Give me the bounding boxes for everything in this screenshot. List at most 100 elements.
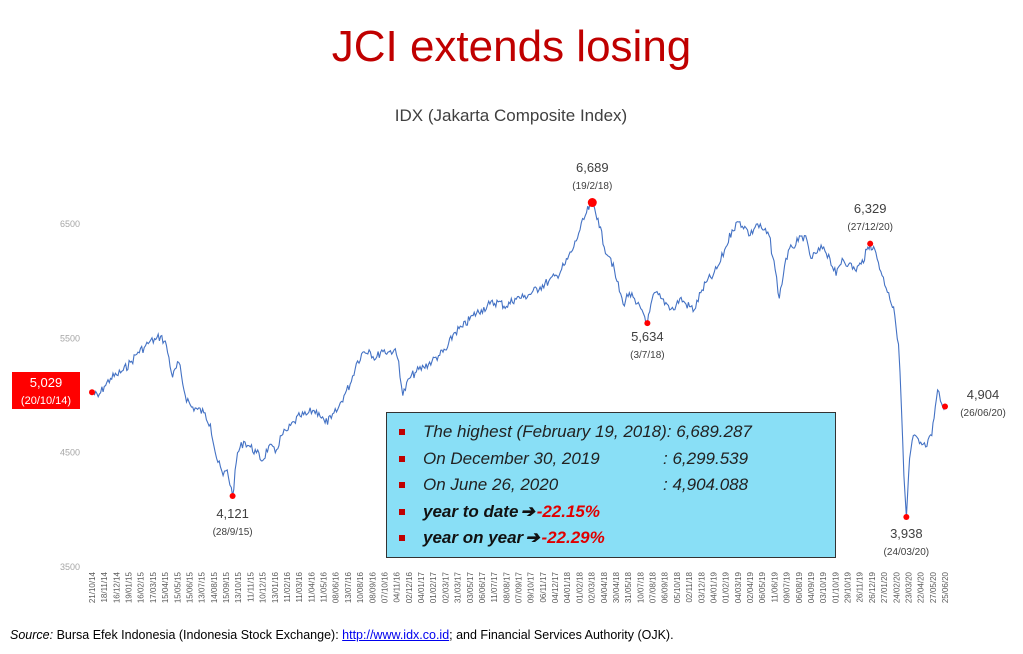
x-tick-label: 17/03/15 [149,571,158,603]
annotation-value: 5,029 [30,375,63,390]
annotation-date: (27/12/20) [847,222,893,233]
x-tick-label: 29/10/19 [844,571,853,603]
annotation-date: (19/2/18) [572,181,612,192]
x-tick-label: 10/08/16 [356,571,365,603]
x-tick-label: 06/08/19 [795,571,804,603]
annotation-date: (28/9/15) [213,527,253,538]
annotation-value: 4,121 [216,506,249,521]
info-line-ytd: year to date ➔ -22.15% [399,499,835,526]
info-line-yoy: year on year ➔ -22.29% [399,525,835,552]
info-ytd-value: -22.15% [536,501,601,521]
x-tick-label: 09/10/17 [527,571,536,603]
x-tick-label: 13/07/16 [344,571,353,603]
x-tick-label: 31/05/18 [624,571,633,603]
x-tick-label: 15/06/15 [185,571,194,603]
x-tick-label: 03/05/17 [466,571,475,603]
info-december-value: : 6,299.539 [663,448,749,468]
info-line-december: On December 30, 2019 : 6,299.539 [399,446,835,473]
source-note: Source: Bursa Efek Indonesia (Indonesia … [10,628,674,642]
annotation-marker [867,240,874,247]
source-text: Bursa Efek Indonesia (Indonesia Stock Ex… [53,628,343,642]
x-tick-label: 14/08/15 [210,571,219,603]
x-tick-label: 23/03/20 [904,571,913,603]
x-tick-label: 04/03/19 [734,571,743,603]
x-tick-label: 04/04/18 [600,571,609,603]
x-tick-label: 11/06/19 [770,571,779,602]
annotation-value: 4,904 [967,387,1000,402]
annotation-date: (20/10/14) [21,395,71,407]
x-tick-label: 02/03/18 [588,571,597,603]
bullet-icon [399,508,405,515]
x-tick-label: 26/12/19 [868,571,877,603]
x-tick-label: 03/12/18 [697,571,706,603]
x-tick-label: 08/09/16 [368,571,377,603]
info-june-label: On June 26, 2020 [423,475,559,495]
x-tick-label: 13/07/15 [198,571,207,603]
x-tick-label: 08/06/16 [332,571,341,603]
x-tick-label: 08/08/17 [502,571,511,603]
x-tick-label: 15/04/15 [161,571,170,603]
x-tick-label: 16/12/14 [112,571,121,603]
annotation-value: 6,329 [854,201,887,216]
annotation-marker [942,403,948,410]
x-tick-label: 25/06/20 [941,571,950,603]
y-tick-label: 3500 [60,562,80,572]
x-tick-label: 27/01/20 [880,571,889,603]
x-tick-label: 18/11/14 [100,571,109,602]
x-tick-label: 11/03/16 [295,571,304,602]
x-tick-label: 01/02/17 [429,571,438,603]
x-tick-label: 01/02/18 [575,571,584,603]
info-box: The highest (February 19, 2018): 6,689.2… [386,412,836,558]
x-tick-label: 16/02/15 [137,571,146,603]
arrow-right-icon: ➔ [520,501,535,521]
x-tick-label: 02/11/18 [685,571,694,602]
x-tick-label: 04/01/19 [709,571,718,603]
annotation-marker [644,320,651,327]
x-tick-label: 26/11/19 [856,571,865,602]
x-tick-label: 04/12/17 [551,571,560,603]
x-tick-label: 15/09/15 [222,571,231,603]
x-tick-label: 06/09/18 [661,571,670,603]
source-link[interactable]: http://www.idx.co.id [342,628,450,642]
x-tick-label: 06/05/19 [758,571,767,603]
x-tick-label: 24/02/20 [892,571,901,603]
annotation-marker [903,513,910,520]
x-tick-label: 04/01/18 [563,571,572,603]
x-tick-label: 04/01/17 [417,571,426,603]
x-tick-label: 04/11/16 [393,571,402,602]
x-tick-label: 07/10/16 [380,571,389,603]
x-tick-label: 03/10/19 [819,571,828,603]
info-yoy-value: -22.29% [541,528,605,548]
info-line-highest: The highest (February 19, 2018): 6,689.2… [399,419,835,446]
x-tick-label: 11/07/17 [490,571,499,602]
annotation-date: (24/03/20) [884,547,930,558]
x-tick-label: 22/04/20 [917,571,926,603]
x-tick-label: 11/05/16 [320,571,329,602]
x-tick-label: 02/04/19 [746,571,755,603]
jci-series-line [91,199,946,517]
info-highest: The highest (February 19, 2018): 6,689.2… [423,422,752,442]
bullet-icon [399,482,405,489]
y-tick-label: 4500 [60,448,80,458]
y-tick-label: 6500 [60,219,80,229]
x-tick-label: 21/10/14 [88,571,97,603]
x-tick-label: 11/04/16 [307,571,316,602]
annotation-date: (26/06/20) [960,408,1006,419]
info-yoy-label: year on year [423,528,524,548]
x-tick-label: 15/05/15 [173,571,182,603]
x-tick-label: 30/04/18 [612,571,621,603]
x-tick-label: 02/12/16 [405,571,414,603]
bullet-icon [399,535,405,542]
x-tick-label: 11/11/15 [246,571,255,602]
slide-title: JCI extends losing [331,22,692,71]
x-tick-label: 01/02/19 [722,571,731,603]
x-tick-label: 13/10/15 [234,571,243,603]
x-tick-label: 10/12/15 [259,571,268,603]
x-tick-label: 10/07/18 [636,571,645,603]
x-tick-label: 19/01/15 [125,571,134,603]
info-june-value: : 4,904.088 [663,475,749,495]
annotation-marker [587,198,597,208]
x-tick-label: 01/10/19 [831,571,840,603]
x-tick-label: 11/02/16 [283,571,292,602]
